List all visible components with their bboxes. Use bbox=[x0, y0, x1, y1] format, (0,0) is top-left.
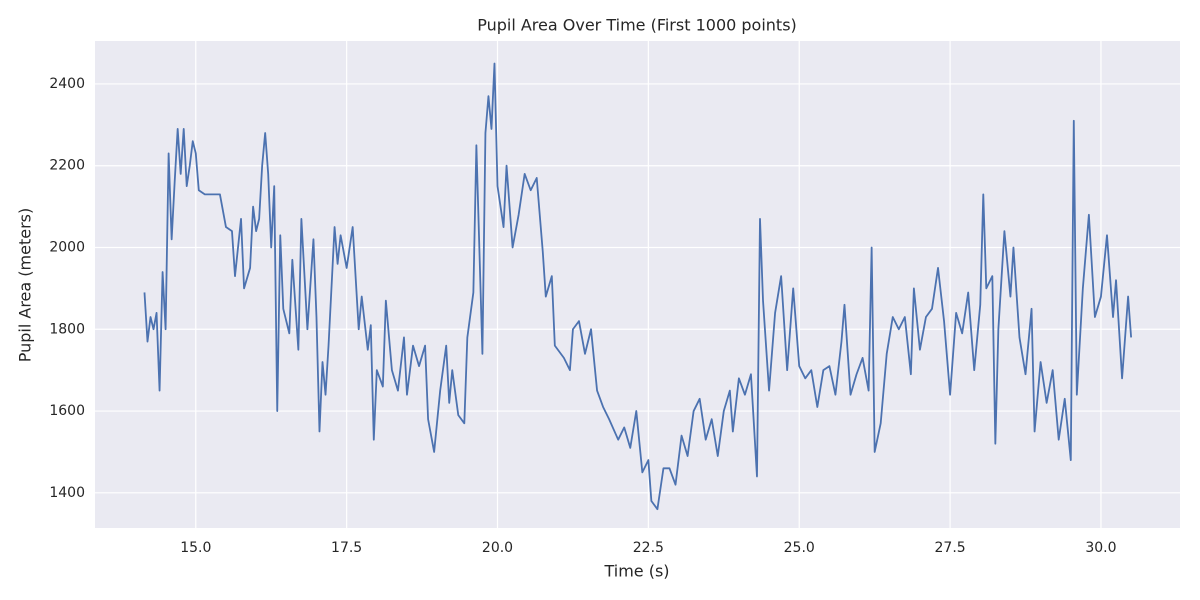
y-tick-label: 1600 bbox=[49, 403, 85, 419]
x-tick-label: 22.5 bbox=[633, 540, 664, 556]
x-tick-label: 27.5 bbox=[935, 540, 966, 556]
x-tick-label: 20.0 bbox=[482, 540, 513, 556]
plot-area bbox=[95, 41, 1180, 528]
chart-title: Pupil Area Over Time (First 1000 points) bbox=[477, 16, 797, 35]
y-tick-label: 2200 bbox=[49, 158, 85, 174]
y-axis-label: Pupil Area (meters) bbox=[16, 208, 35, 363]
y-tick-label: 2400 bbox=[49, 76, 85, 92]
x-tick-label: 30.0 bbox=[1085, 540, 1116, 556]
x-tick-label: 17.5 bbox=[331, 540, 362, 556]
y-tick-label: 2000 bbox=[49, 239, 85, 255]
data-line bbox=[143, 62, 1133, 511]
y-tick-label: 1400 bbox=[49, 485, 85, 501]
x-tick-label: 15.0 bbox=[180, 540, 211, 556]
y-tick-label: 1800 bbox=[49, 321, 85, 337]
x-tick-label: 25.0 bbox=[784, 540, 815, 556]
x-axis-label: Time (s) bbox=[603, 562, 669, 581]
